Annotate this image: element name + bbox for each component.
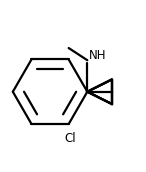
Text: Cl: Cl bbox=[64, 132, 76, 145]
Text: NH: NH bbox=[89, 49, 106, 62]
